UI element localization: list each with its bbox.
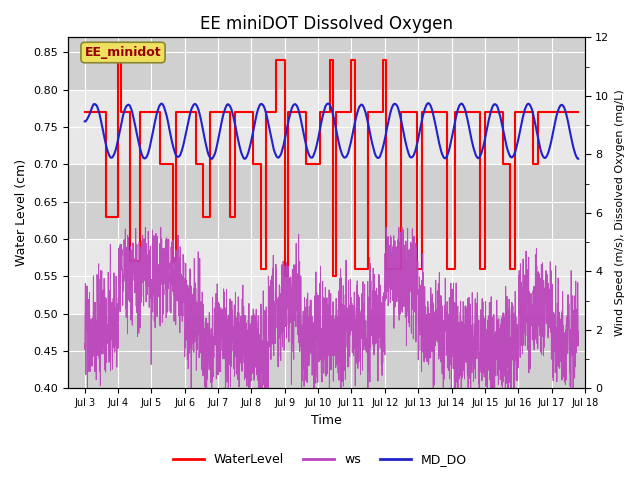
Y-axis label: Wind Speed (m/s), Dissolved Oxygen (mg/L): Wind Speed (m/s), Dissolved Oxygen (mg/L… [615,89,625,336]
Bar [68,37,585,90]
Legend: WaterLevel, ws, MD_DO: WaterLevel, ws, MD_DO [168,448,472,471]
X-axis label: Time: Time [311,414,342,427]
Bar [68,164,585,239]
Title: EE miniDOT Dissolved Oxygen: EE miniDOT Dissolved Oxygen [200,15,453,33]
Bar [68,313,585,388]
Y-axis label: Water Level (cm): Water Level (cm) [15,159,28,266]
Text: EE_minidot: EE_minidot [84,46,161,59]
